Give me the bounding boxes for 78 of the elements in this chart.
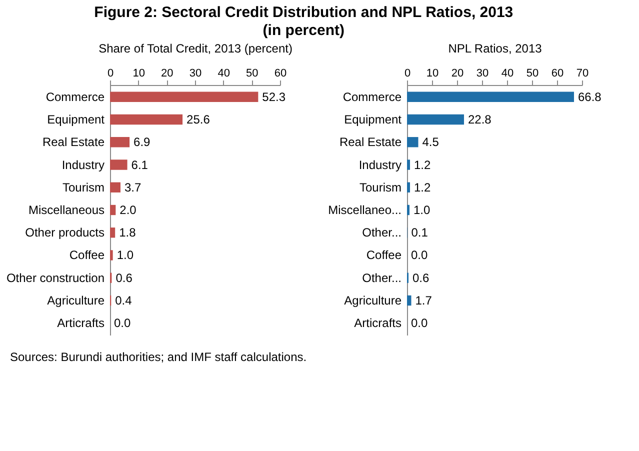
data-label: 0.6 [116,270,133,285]
x-tick-label: 60 [551,68,564,80]
data-label: 52.3 [262,90,286,104]
bar [110,137,130,148]
source-note: Sources: Burundi authorities; and IMF staff calculations. [10,350,307,364]
data-label: 4.5 [422,135,440,150]
x-tick-label: 20 [451,68,464,80]
x-tick-label: 40 [501,68,514,80]
y-tick-label: Other... [362,226,402,240]
data-label: 66.8 [578,90,602,104]
data-label: 1.2 [414,180,432,194]
data-label: 2.0 [120,203,137,217]
y-tick-label: Coffee [366,248,402,262]
x-axis-title: NPL Ratios, 2013 [448,42,542,56]
y-tick-label: Industry [358,158,402,172]
x-tick-label: 40 [218,68,230,80]
y-tick-label: Commerce [342,90,402,104]
data-label: 1.7 [415,294,432,308]
y-tick-label: Commerce [46,90,105,104]
chart-title: Figure 2: Sectoral Credit Distribution and NPL Ratios, 2013 [94,4,514,21]
bar [407,114,464,125]
bar [110,204,116,216]
bar [407,295,412,306]
x-tick-label: 70 [576,68,589,80]
y-tick-label: Equipment [47,112,106,126]
bar [110,114,183,125]
x-tick-label: 50 [526,68,539,80]
bar [110,92,258,102]
bar [110,228,116,238]
data-label: 1.8 [119,226,136,240]
data-label: 0.4 [115,294,132,308]
x-tick-label: 10 [426,68,439,80]
x-tick-label: 0 [107,68,114,80]
y-tick-label: Agriculture [47,294,105,308]
y-tick-label: Other... [362,270,402,285]
x-axis-title: Share of Total Credit, 2013 (percent) [98,42,292,56]
bar [407,137,418,148]
y-tick-label: Industry [62,158,104,172]
data-label: 0.6 [412,270,430,285]
y-tick-label: Articrafts [57,316,104,330]
data-label: 25.6 [186,112,210,126]
x-tick-label: 0 [404,68,411,80]
data-label: 1.0 [116,248,134,262]
y-tick-label: Other products [25,226,104,240]
chart-subtitle: (in percent) [262,22,344,39]
x-tick-label: 10 [132,68,145,80]
x-tick-label: 50 [246,68,258,80]
y-tick-label: Other construction [6,270,104,285]
y-tick-label: Tourism [359,180,402,194]
x-tick-label: 60 [274,68,287,80]
y-tick-label: Real Estate [339,135,402,150]
x-tick-label: 30 [476,68,489,80]
data-label: 3.7 [124,180,142,194]
x-tick-label: 30 [189,68,202,80]
bar [110,250,113,260]
data-label: 1.0 [414,203,431,217]
x-tick-label: 20 [161,68,174,80]
data-label: 22.8 [468,112,492,126]
data-label: 0.0 [411,248,428,262]
data-label: 6.1 [131,158,148,172]
bar [407,92,574,102]
data-label: 0.1 [411,226,428,240]
data-label: 6.9 [134,135,151,150]
bar [407,182,410,192]
bar [407,160,410,170]
y-tick-label: Real Estate [42,135,105,150]
data-label: 0.0 [411,316,428,330]
y-tick-label: Equipment [344,112,402,126]
y-tick-label: Miscellaneous [28,203,104,217]
data-label: 0.0 [114,316,132,330]
y-tick-label: Tourism [62,180,104,194]
bar [110,160,128,170]
y-tick-label: Agriculture [344,294,402,308]
y-tick-label: Articrafts [354,316,402,330]
data-label: 1.2 [414,158,432,172]
y-tick-label: Coffee [69,248,105,262]
bar [110,182,120,192]
y-tick-label: Miscellaneo... [328,203,402,217]
